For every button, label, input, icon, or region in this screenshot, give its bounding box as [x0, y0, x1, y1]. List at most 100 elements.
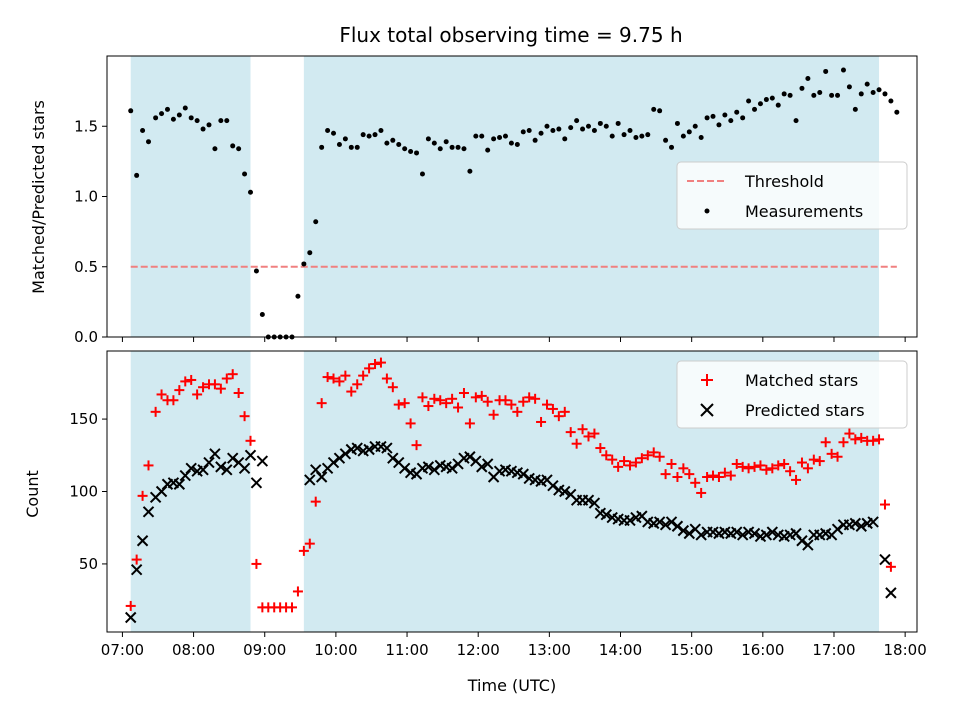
measurement-point — [669, 144, 675, 150]
predicted-star-point — [731, 526, 743, 538]
measurement-point — [194, 118, 200, 124]
matched-star-point — [601, 450, 612, 461]
measurement-point — [212, 146, 218, 152]
predicted-star-point — [339, 448, 352, 460]
matched-star-point — [405, 418, 416, 429]
measurement-point — [621, 132, 627, 138]
predicted-star-point — [659, 519, 672, 531]
shaded-interval-0 — [130, 351, 251, 632]
measurement-point — [722, 112, 728, 118]
measurement-point — [811, 92, 817, 98]
measurement-point — [140, 127, 146, 133]
measurement-point — [497, 134, 503, 140]
matched-star-point — [131, 554, 142, 565]
matched-star-point — [358, 370, 369, 381]
measurement-point — [366, 133, 372, 139]
measurement-point — [230, 143, 236, 149]
measurement-point — [556, 126, 562, 132]
matched-star-point — [209, 379, 220, 390]
matched-star-point — [678, 463, 689, 474]
matched-star-point — [820, 437, 831, 448]
matched-star-point — [565, 427, 576, 438]
matched-star-point — [577, 424, 588, 435]
measurement-point — [514, 142, 520, 148]
measurement-point — [408, 149, 414, 155]
matched-star-point — [642, 450, 653, 461]
predicted-star-point — [879, 553, 891, 566]
matched-star-point — [838, 437, 849, 448]
measurement-point — [728, 118, 734, 124]
matched-star-point — [393, 399, 404, 410]
matched-star-point — [328, 373, 339, 384]
measurement-point — [894, 109, 900, 115]
matched-star-point — [251, 558, 262, 569]
measurement-point — [651, 106, 657, 112]
legend-threshold-label: Threshold — [744, 172, 824, 191]
predicted-star-point — [398, 462, 411, 475]
matched-star-point — [648, 447, 659, 458]
matched-star-point — [168, 395, 179, 406]
predicted-star-point — [476, 461, 488, 473]
top-legend-box — [676, 161, 908, 230]
measurement-point — [479, 133, 485, 139]
top-panel: 0.0 0.5 1.0 1.5 Matched/Predicted stars Thr… — [29, 55, 918, 346]
measurement-point — [775, 102, 781, 108]
x-tick-label: 08:00 — [172, 641, 215, 659]
predicted-star-point — [250, 477, 263, 489]
measurement-point — [835, 92, 841, 98]
matched-star-point — [619, 456, 630, 467]
matched-star-point — [885, 561, 896, 572]
matched-star-point — [500, 395, 511, 406]
matched-star-point — [708, 470, 719, 481]
matched-star-point — [245, 435, 256, 446]
matched-star-point — [458, 388, 469, 399]
measurement-point — [698, 134, 704, 140]
measurement-point — [538, 130, 544, 136]
measurement-point — [734, 109, 740, 115]
measurement-point — [188, 115, 194, 121]
measurement-point — [473, 133, 479, 139]
matched-star-point — [346, 386, 357, 397]
matched-star-point — [844, 428, 855, 439]
matched-star-point — [435, 395, 446, 406]
measurement-point — [674, 120, 680, 126]
measurement-point — [378, 127, 384, 133]
matched-star-point — [488, 409, 499, 420]
y-tick-label: 1.5 — [74, 117, 98, 135]
matched-star-point — [749, 461, 760, 472]
measurement-point — [680, 133, 686, 139]
matched-star-point — [476, 390, 487, 401]
predicted-star-point — [244, 449, 257, 461]
measurement-point — [781, 91, 787, 97]
matched-star-point — [696, 487, 707, 498]
matched-star-point — [221, 373, 232, 384]
measurement-point — [882, 91, 888, 97]
predicted-star-point — [125, 611, 137, 624]
predicted-star-point — [238, 462, 251, 475]
measurement-point — [763, 97, 769, 103]
top-legend: Threshold Measurements — [676, 161, 908, 230]
measurement-point — [342, 136, 348, 142]
measurement-point — [585, 123, 591, 129]
matched-star-point — [304, 538, 315, 549]
measurement-point — [414, 150, 420, 156]
measurement-point — [562, 136, 568, 142]
y-tick-label: 0.0 — [74, 328, 98, 346]
measurement-point — [532, 137, 538, 143]
x-tick-label: 17:00 — [812, 641, 855, 659]
matched-star-point — [453, 402, 464, 413]
measurement-point — [591, 127, 597, 133]
measurement-point — [218, 118, 224, 124]
measurement-point — [864, 81, 870, 87]
measurement-point — [799, 85, 805, 91]
measurement-point — [502, 133, 508, 139]
predicted-star-point — [464, 451, 476, 463]
predicted-star-point — [203, 456, 215, 469]
measurement-point — [615, 120, 621, 126]
top-x-ticks — [121, 337, 906, 342]
matched-star-point — [666, 458, 677, 469]
predicted-star-point — [547, 479, 559, 492]
chart-title: Flux total observing time = 9.75 h — [339, 23, 682, 47]
measurement-point — [657, 108, 663, 114]
matched-star-point — [761, 464, 772, 475]
